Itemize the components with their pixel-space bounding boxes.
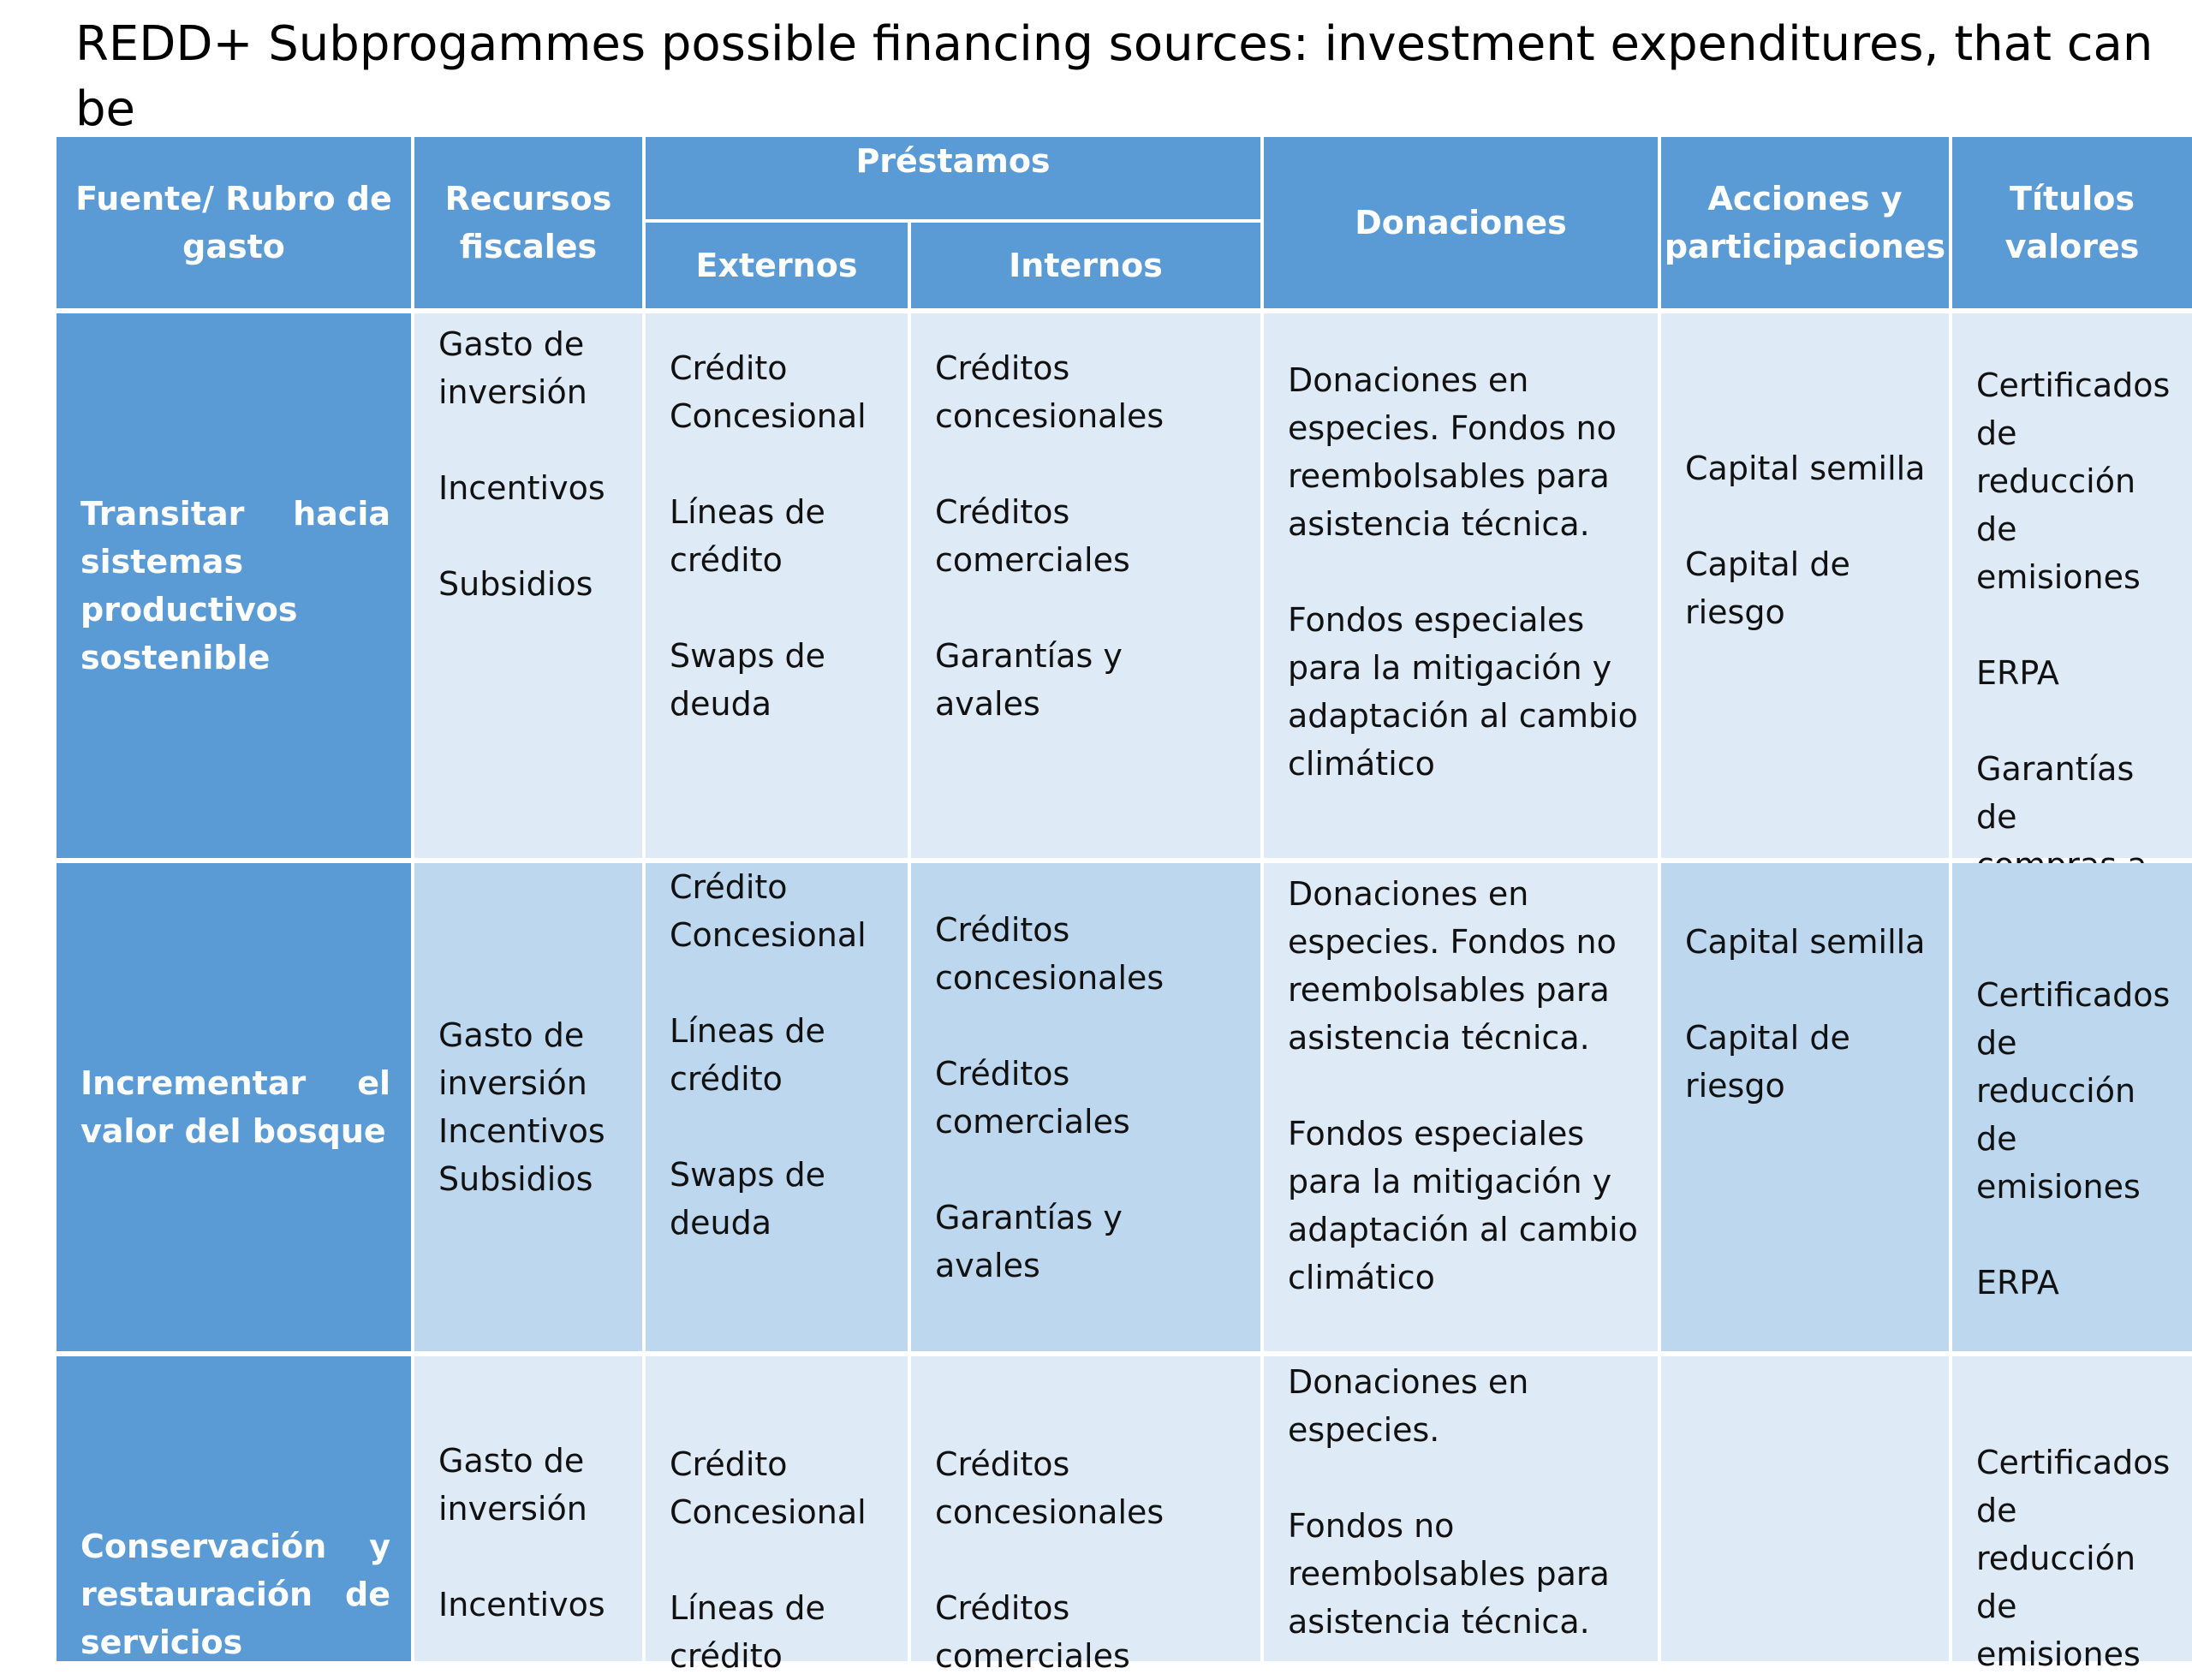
row3-externos: Crédito Concesional Líneas de crédito — [646, 1356, 908, 1675]
row2-titulos-text: Certificados de reducción de emisiones E… — [1976, 976, 2171, 1302]
row1-internos: Créditos concesionales Créditos comercia… — [911, 313, 1260, 858]
header-titulos: Títulos valores — [1952, 137, 2192, 308]
row1-acciones-text: Capital semilla Capital de riesgo — [1685, 450, 1926, 631]
row3-donaciones-text: Donaciones en especies. Fondos no reembo… — [1288, 1363, 1610, 1641]
header-externos: Externos — [646, 223, 908, 308]
financing-table: Fuente/ Rubro de gasto Recursos fiscales… — [57, 137, 2192, 1675]
row3-externos-text: Crédito Concesional Líneas de crédito — [670, 1445, 867, 1675]
header-acciones: Acciones y participaciones — [1661, 137, 1949, 308]
row1-acciones: Capital semilla Capital de riesgo — [1661, 313, 1949, 858]
header-sep-2 — [642, 219, 646, 308]
row3-titulos: Certificados de reducción de emisiones — [1952, 1356, 2192, 1673]
header-donaciones: Donaciones — [1264, 137, 1658, 308]
row2-externos: Crédito Concesional Líneas de crédito Sw… — [646, 863, 908, 1351]
header-internos: Internos — [911, 223, 1260, 308]
row3-acciones — [1661, 1356, 1949, 1661]
header-fuente: Fuente/ Rubro de gasto — [57, 137, 411, 308]
row3-recursos: Gasto de inversión Incentivos — [414, 1356, 642, 1661]
row2-donaciones: Donaciones en especies. Fondos no reembo… — [1264, 863, 1658, 1351]
row-label-1: Transitar hacia sistemas productivos sos… — [57, 313, 411, 858]
header-prestamos: Préstamos — [646, 137, 1260, 219]
row1-donaciones: Donaciones en especies. Fondos no reembo… — [1264, 313, 1658, 858]
row3-donaciones: Donaciones en especies. Fondos no reembo… — [1264, 1356, 1658, 1661]
header-recursos: Recursos fiscales — [414, 137, 642, 308]
header-sep-6 — [1949, 219, 1952, 308]
row-label-2-text: Incrementar el valor del bosque — [80, 1064, 390, 1150]
row3-recursos-text: Gasto de inversión Incentivos — [438, 1442, 605, 1623]
row1-recursos-text: Gasto de inversión Incentivos Subsidios — [438, 325, 605, 603]
header-sep-1 — [411, 219, 414, 308]
header-sep-5 — [1658, 219, 1661, 308]
row2-donaciones-text: Donaciones en especies. Fondos no reembo… — [1288, 875, 1638, 1296]
row3-titulos-text: Certificados de reducción de emisiones — [1976, 1444, 2171, 1673]
row2-acciones: Capital semilla Capital de riesgo — [1661, 863, 1949, 1351]
row-label-2: Incrementar el valor del bosque — [57, 863, 411, 1351]
row-label-3: Conservación y restauración de servicios — [57, 1356, 411, 1661]
row1-donaciones-text: Donaciones en especies. Fondos no reembo… — [1288, 361, 1638, 783]
row-label-3-text: Conservación y restauración de servicios — [80, 1528, 390, 1661]
row1-externos-text: Crédito Concesional Líneas de crédito Sw… — [670, 349, 867, 723]
row2-internos: Créditos concesionales Créditos comercia… — [911, 863, 1260, 1351]
row3-internos-text: Créditos concesionales Créditos comercia… — [935, 1445, 1164, 1675]
row-label-1-text: Transitar hacia sistemas productivos sos… — [80, 495, 390, 676]
row1-internos-text: Créditos concesionales Créditos comercia… — [935, 349, 1164, 723]
row2-acciones-text: Capital semilla Capital de riesgo — [1685, 923, 1926, 1105]
row2-internos-text: Créditos concesionales Créditos comercia… — [935, 911, 1164, 1284]
row2-recursos: Gasto de inversión Incentivos Subsidios — [414, 863, 642, 1351]
row2-externos-text: Crédito Concesional Líneas de crédito Sw… — [670, 868, 867, 1242]
row1-titulos: Certificados de reducción de emisiones E… — [1952, 313, 2192, 980]
row3-internos: Créditos concesionales Créditos comercia… — [911, 1356, 1260, 1675]
row2-recursos-text: Gasto de inversión Incentivos Subsidios — [438, 1016, 605, 1198]
header-sep-3 — [908, 219, 911, 308]
row1-recursos: Gasto de inversión Incentivos Subsidios — [414, 313, 642, 858]
header-prestamos-rule — [646, 219, 1260, 223]
row2-titulos: Certificados de reducción de emisiones E… — [1952, 863, 2192, 1351]
row1-externos: Crédito Concesional Líneas de crédito Sw… — [646, 313, 908, 858]
header-sep-4 — [1260, 219, 1264, 308]
